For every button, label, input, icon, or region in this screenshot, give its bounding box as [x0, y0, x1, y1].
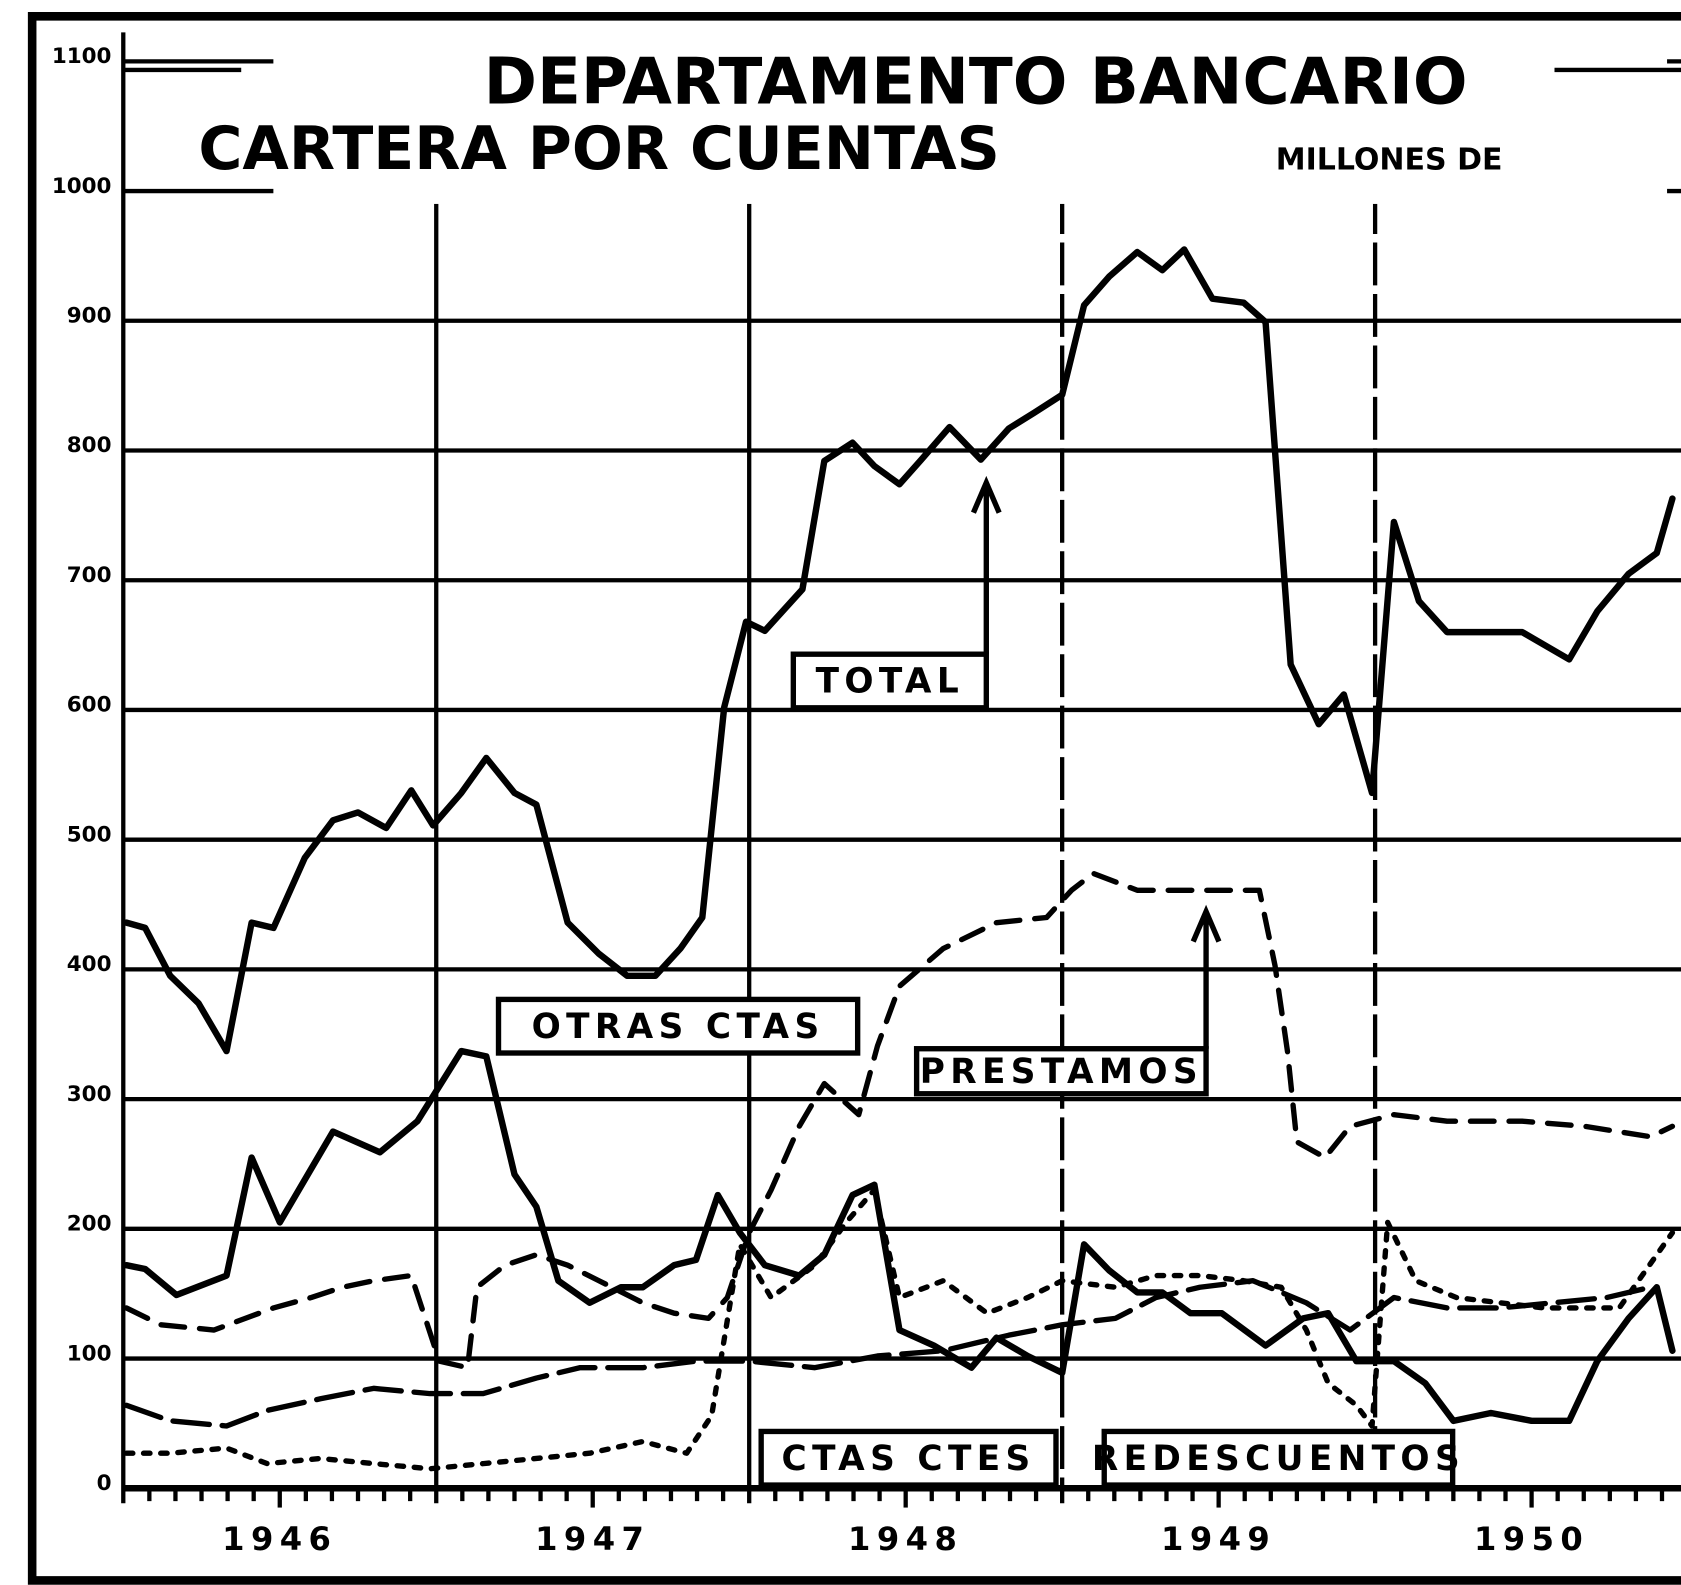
y-tick-label: 0 — [97, 1471, 112, 1496]
legend-label: REDESCUENTOS — [1092, 1439, 1465, 1479]
frame — [27, 12, 1681, 1585]
series-line — [123, 246, 1676, 1055]
series-line — [123, 1047, 1676, 1425]
y-tick-label: 600 — [67, 693, 112, 718]
chart-subtitle: CARTERA POR CUENTAS — [198, 114, 1000, 184]
x-tick-label: 1947 — [535, 1520, 650, 1558]
legend-box — [495, 996, 861, 1056]
y-tick-label: 1000 — [52, 174, 112, 199]
x-tick-label: 1946 — [222, 1520, 337, 1558]
series-line — [123, 870, 1676, 1371]
legend-box — [1101, 1428, 1456, 1488]
legend-label: TOTAL — [816, 662, 964, 702]
series-line — [123, 1187, 1676, 1472]
y-axis-unit: MILLONES DE — [1276, 143, 1503, 178]
legend-label: CTAS CTES — [782, 1439, 1036, 1479]
y-tick-label: 200 — [67, 1212, 112, 1237]
legend-box — [758, 1428, 1059, 1488]
y-tick-label: 300 — [67, 1082, 112, 1107]
y-tick-label: 800 — [67, 433, 112, 458]
x-tick-label: 1948 — [848, 1520, 963, 1558]
title-background — [273, 45, 1668, 204]
y-tick-label: 100 — [67, 1341, 112, 1366]
y-tick-label: 1100 — [52, 44, 112, 69]
x-tick-label: 1950 — [1474, 1520, 1589, 1558]
legend-box — [790, 651, 989, 711]
x-tick-label: 1949 — [1161, 1520, 1276, 1558]
legend-label: OTRAS CTAS — [532, 1007, 825, 1047]
y-tick-label: 400 — [67, 952, 112, 977]
y-tick-label: 700 — [67, 563, 112, 588]
arrow — [970, 475, 1002, 655]
arrow — [1190, 904, 1222, 1049]
chart-title: DEPARTAMENTO BANCARIO — [484, 45, 1468, 120]
y-tick-label: 900 — [67, 304, 112, 329]
series-line — [123, 1278, 1654, 1429]
legend-box — [913, 1046, 1209, 1097]
y-tick-label: 500 — [67, 822, 112, 847]
lines — [123, 246, 1676, 1472]
labels: TOTAL OTRAS CTAS PRESTAMOS CTAS CTES REDESCU… — [495, 651, 1465, 1488]
legend-label: PRESTAMOS — [920, 1052, 1203, 1092]
